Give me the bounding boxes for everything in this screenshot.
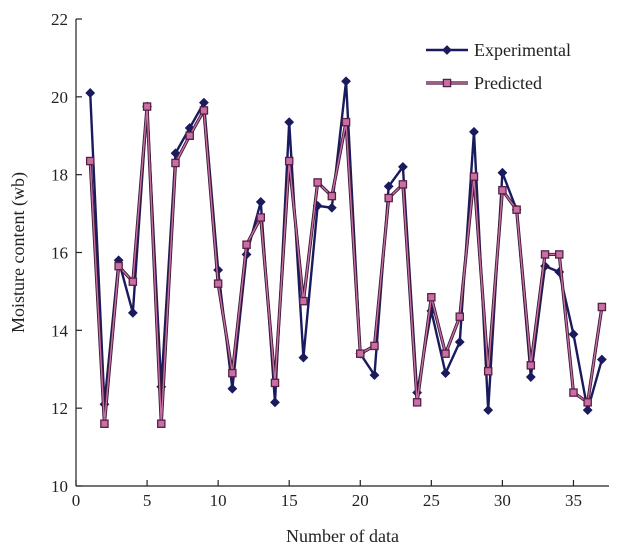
predicted-point bbox=[85, 156, 95, 166]
predicted-line-outline bbox=[88, 104, 604, 426]
predicted-point bbox=[483, 366, 493, 376]
predicted-point bbox=[327, 191, 337, 201]
predicted-point bbox=[157, 419, 166, 428]
experimental-point bbox=[383, 181, 394, 192]
predicted-point bbox=[213, 279, 223, 288]
predicted-line bbox=[89, 105, 603, 425]
predicted-point bbox=[469, 172, 479, 181]
x-tick-label: 35 bbox=[565, 491, 582, 510]
x-tick-label: 25 bbox=[423, 491, 440, 510]
predicted-point bbox=[256, 213, 266, 222]
predicted-point bbox=[228, 368, 237, 378]
predicted-point bbox=[356, 349, 365, 358]
experimental-point bbox=[326, 202, 337, 213]
x-tick-label: 20 bbox=[352, 491, 369, 510]
y-tick-label: 22 bbox=[51, 10, 68, 29]
legend-marker-experimental bbox=[442, 45, 452, 55]
legend: Experimental Predicted bbox=[426, 40, 571, 93]
experimental-point bbox=[255, 197, 266, 207]
x-tick-label: 15 bbox=[281, 491, 298, 510]
predicted-point bbox=[540, 250, 550, 259]
predicted-point bbox=[398, 180, 408, 189]
experimental-point bbox=[341, 76, 351, 87]
predicted-point bbox=[299, 296, 308, 306]
predicted-point bbox=[284, 156, 294, 166]
predicted-point bbox=[526, 361, 536, 370]
predicted-point bbox=[341, 117, 351, 127]
y-axis-title: Moisture content (wb) bbox=[8, 172, 29, 333]
predicted-point bbox=[270, 378, 280, 388]
legend-label-experimental: Experimental bbox=[474, 40, 571, 60]
experimental-point bbox=[270, 397, 280, 408]
x-axis-title: Number of data bbox=[286, 526, 399, 546]
predicted-point bbox=[370, 341, 379, 351]
predicted-point bbox=[199, 106, 209, 115]
predicted-point bbox=[441, 349, 450, 358]
y-tick-label: 10 bbox=[51, 477, 68, 496]
x-tick-label: 30 bbox=[494, 491, 511, 510]
predicted-point bbox=[569, 388, 578, 397]
predicted-point bbox=[427, 293, 436, 302]
experimental-point bbox=[85, 88, 96, 98]
experimental-point bbox=[596, 354, 607, 365]
experimental-point bbox=[127, 307, 138, 318]
series-group bbox=[85, 76, 607, 428]
predicted-point bbox=[455, 312, 465, 321]
predicted-point bbox=[412, 398, 422, 407]
predicted-point bbox=[555, 250, 564, 259]
experimental-point bbox=[497, 167, 508, 178]
predicted-point bbox=[512, 205, 521, 214]
predicted-point bbox=[384, 193, 393, 203]
experimental-point bbox=[483, 405, 494, 416]
y-tick-label: 12 bbox=[51, 399, 68, 418]
y-tick-label: 20 bbox=[51, 88, 68, 107]
axes-group: 10 12 14 16 18 20 22 0 5 10 15 20 25 30 35 bbox=[51, 10, 609, 510]
predicted-point bbox=[171, 158, 180, 168]
x-tick-label: 10 bbox=[210, 491, 227, 510]
experimental-point bbox=[284, 117, 295, 128]
predicted-point bbox=[313, 178, 322, 187]
x-tick-label: 5 bbox=[143, 491, 152, 510]
experimental-point bbox=[454, 337, 465, 347]
experimental-point bbox=[227, 383, 238, 394]
predicted-point bbox=[583, 398, 592, 407]
predicted-point bbox=[128, 277, 138, 286]
predicted-point bbox=[142, 102, 152, 111]
experimental-point bbox=[525, 372, 536, 382]
experimental-point bbox=[469, 126, 479, 137]
predicted-point bbox=[100, 419, 109, 428]
experimental-point bbox=[170, 148, 181, 159]
y-tick-label: 14 bbox=[51, 321, 69, 340]
predicted-point bbox=[498, 185, 507, 195]
y-tick-label: 16 bbox=[51, 244, 68, 263]
experimental-point bbox=[369, 370, 380, 380]
predicted-point bbox=[242, 240, 251, 249]
experimental-point bbox=[440, 368, 451, 379]
legend-marker-predicted bbox=[442, 78, 452, 88]
predicted-point bbox=[185, 131, 194, 140]
legend-label-predicted: Predicted bbox=[474, 73, 542, 93]
predicted-point bbox=[597, 302, 607, 312]
x-tick-label: 0 bbox=[72, 491, 81, 510]
experimental-point bbox=[582, 405, 593, 416]
predicted-series bbox=[85, 102, 607, 428]
experimental-point bbox=[397, 161, 408, 172]
experimental-point bbox=[568, 329, 579, 340]
experimental-point bbox=[298, 352, 309, 363]
predicted-point bbox=[114, 261, 123, 271]
y-tick-label: 18 bbox=[51, 166, 68, 185]
